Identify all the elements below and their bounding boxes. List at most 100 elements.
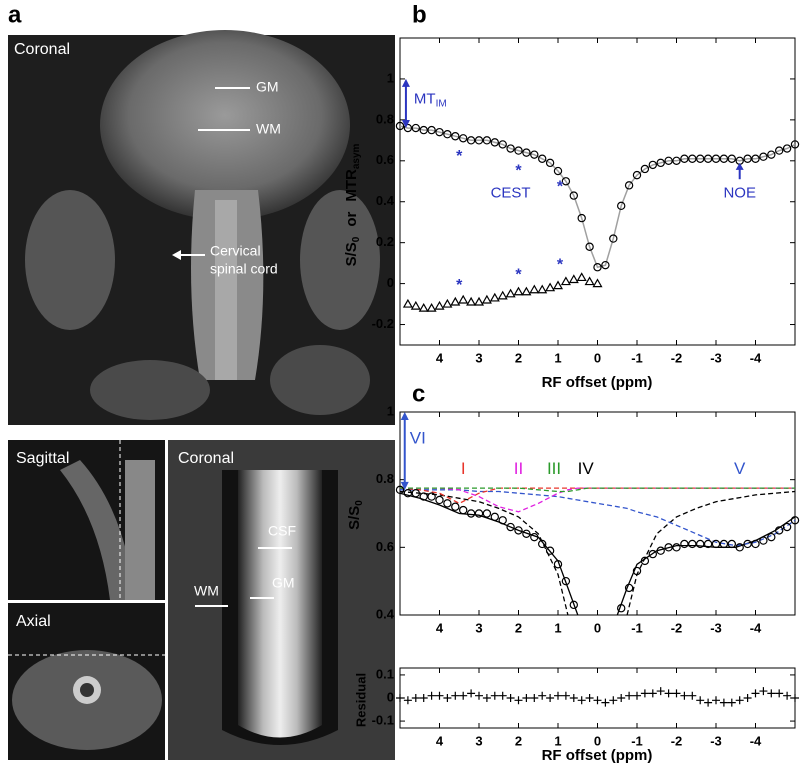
data-point bbox=[648, 689, 657, 698]
data-point bbox=[419, 694, 428, 702]
data-point bbox=[410, 300, 421, 310]
data-point bbox=[538, 691, 547, 700]
data-point bbox=[782, 522, 792, 532]
x-tick-label: -1 bbox=[631, 620, 643, 635]
data-point bbox=[522, 694, 531, 702]
data-point bbox=[743, 154, 752, 163]
data-point bbox=[451, 691, 460, 700]
x-tick-label: 1 bbox=[554, 620, 561, 635]
asterisk: * bbox=[515, 267, 522, 284]
image-label: CSF bbox=[268, 523, 296, 539]
data-point bbox=[601, 698, 610, 707]
y-tick-label: 0.6 bbox=[376, 539, 394, 554]
mri-brain bbox=[100, 30, 350, 220]
data-point bbox=[767, 150, 776, 159]
data-point bbox=[593, 696, 602, 705]
x-tick-label: 0 bbox=[594, 350, 601, 365]
y-tick-label: 1 bbox=[387, 403, 394, 418]
data-point bbox=[783, 691, 792, 700]
data-point bbox=[727, 539, 737, 549]
data-point bbox=[497, 290, 508, 300]
x-tick-label: 4 bbox=[436, 350, 444, 365]
data-point bbox=[466, 296, 477, 306]
data-point bbox=[672, 156, 681, 165]
data-point bbox=[775, 689, 784, 698]
data-point bbox=[735, 696, 744, 705]
data-line bbox=[400, 487, 795, 493]
data-point bbox=[411, 489, 420, 498]
data-point bbox=[782, 144, 792, 153]
y-tick-label: 0.8 bbox=[376, 471, 394, 486]
data-line bbox=[400, 489, 796, 547]
data-point bbox=[513, 286, 524, 296]
data-point bbox=[560, 276, 571, 286]
annotation-part: MT bbox=[414, 90, 436, 107]
x-tick-label: 4 bbox=[436, 620, 444, 635]
data-point bbox=[545, 158, 555, 168]
data-point bbox=[419, 125, 428, 135]
data-point bbox=[467, 689, 476, 698]
data-point bbox=[561, 177, 571, 186]
mri-tissue bbox=[125, 460, 155, 600]
data-point bbox=[656, 158, 665, 168]
x-tick-label: 3 bbox=[475, 620, 482, 635]
data-point bbox=[624, 181, 634, 190]
data-point bbox=[554, 691, 562, 700]
data-point bbox=[395, 485, 405, 495]
arrow-head bbox=[735, 162, 744, 170]
data-point bbox=[506, 522, 515, 532]
data-point bbox=[569, 694, 578, 702]
image-label: Cervical bbox=[210, 243, 261, 259]
x-axis-label: RF offset (ppm) bbox=[542, 747, 653, 764]
image-label: Coronal bbox=[178, 450, 234, 467]
annotation-sub: IM bbox=[436, 98, 447, 109]
asterisk: * bbox=[515, 162, 522, 179]
mri-tissue bbox=[90, 360, 210, 420]
data-point bbox=[442, 298, 453, 308]
x-tick-label: -3 bbox=[710, 620, 722, 635]
data-point bbox=[498, 140, 507, 149]
data-point bbox=[505, 288, 516, 298]
component-label: IV bbox=[578, 459, 595, 478]
data-point bbox=[546, 694, 555, 702]
y-tick-label: 1 bbox=[387, 70, 394, 85]
data-point bbox=[521, 286, 532, 296]
data-point bbox=[459, 691, 468, 700]
annotation: MTIM bbox=[414, 90, 447, 109]
data-point bbox=[601, 260, 610, 270]
data-point bbox=[672, 543, 681, 552]
data-point bbox=[696, 154, 705, 163]
data-point bbox=[696, 696, 705, 705]
data-point bbox=[451, 502, 460, 511]
y-label-part: MTR bbox=[343, 169, 360, 202]
y-label-part: or bbox=[343, 212, 360, 227]
y-label-sub: 0 bbox=[351, 236, 362, 242]
data-point bbox=[751, 154, 760, 163]
data-point bbox=[632, 566, 642, 576]
data-point bbox=[711, 154, 721, 163]
mri-tissue bbox=[25, 190, 115, 330]
data-point bbox=[427, 125, 436, 135]
data-point bbox=[426, 302, 437, 312]
data-point bbox=[530, 694, 539, 702]
data-point bbox=[577, 213, 586, 223]
data-point bbox=[402, 298, 413, 308]
data-point bbox=[585, 242, 594, 251]
arrow-head bbox=[400, 481, 409, 490]
data-point bbox=[719, 698, 728, 707]
data-point bbox=[767, 689, 776, 698]
data-point bbox=[466, 136, 476, 145]
data-point bbox=[418, 302, 429, 312]
data-point bbox=[727, 154, 737, 163]
data-point bbox=[688, 154, 697, 163]
y-tick-label: 0.1 bbox=[376, 666, 394, 681]
data-point bbox=[403, 696, 412, 705]
data-line bbox=[400, 487, 795, 513]
data-point bbox=[672, 689, 681, 698]
panel-a: a Coronal GM WM Cervical spinal cord Sag… bbox=[8, 1, 395, 760]
data-point bbox=[609, 234, 618, 243]
panel-letter: c bbox=[412, 380, 425, 407]
y-label-sub: 0 bbox=[354, 500, 365, 506]
data-point bbox=[482, 136, 492, 145]
data-point bbox=[625, 691, 634, 700]
